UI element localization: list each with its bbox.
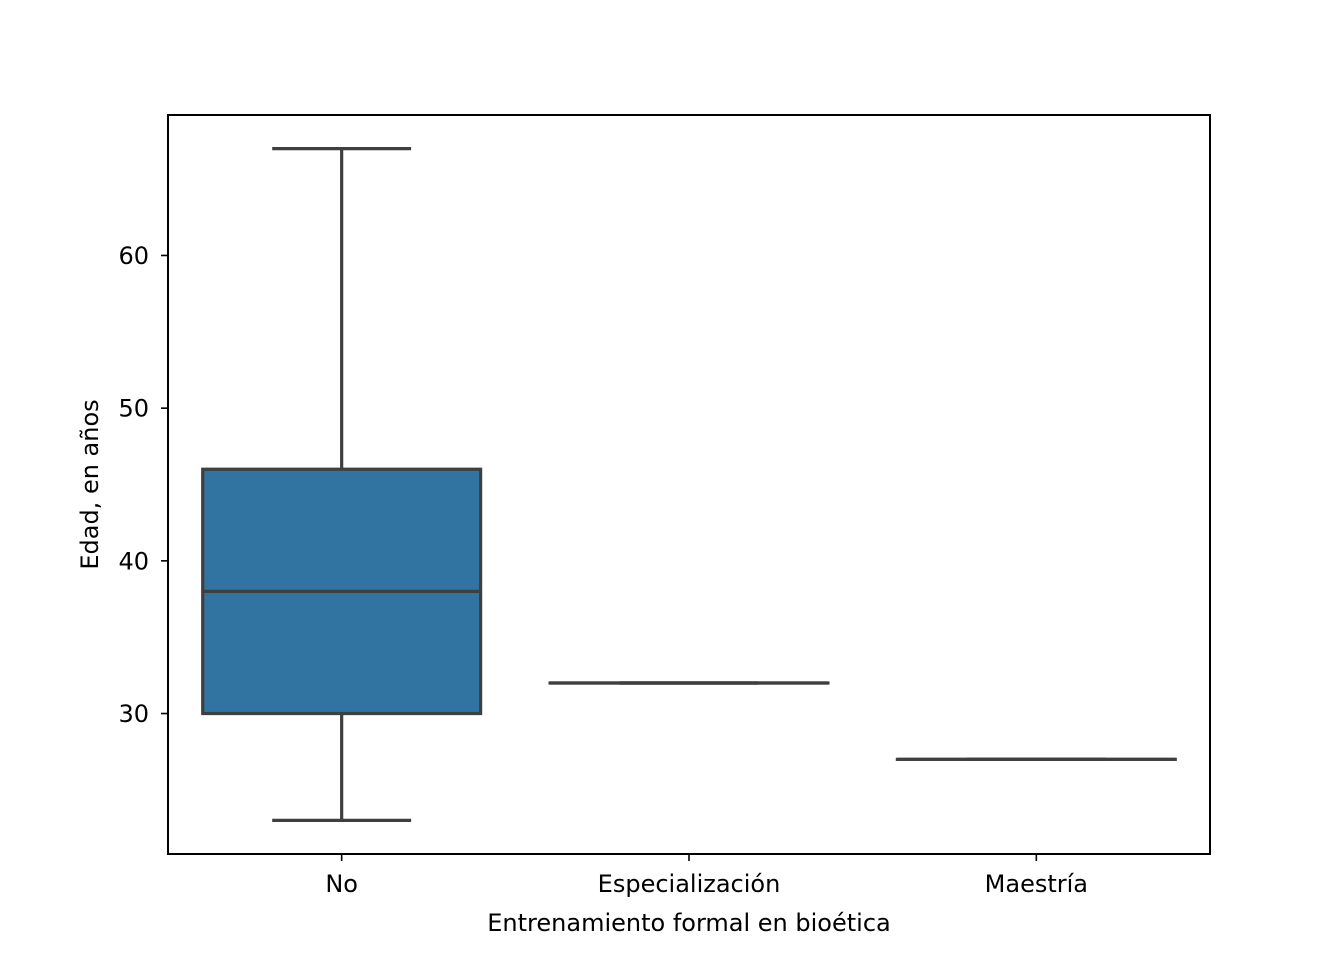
y-tick-label: 60 [118,242,149,270]
boxes-layer [201,146,1177,823]
x-tick-label: Maestría [985,870,1088,898]
y-axis-ticks: 30 40 50 60 [118,242,168,728]
y-tick-label: 50 [118,395,149,423]
box-group-0 [201,146,483,823]
x-tick-label: No [325,870,358,898]
x-axis-ticks: No Especialización Maestría [325,854,1088,898]
plot-area-frame [167,114,1211,855]
y-axis-label: Edad, en años [76,399,104,569]
x-axis-label: Entrenamiento formal en bioética [487,909,890,937]
x-tick-label: Especialización [598,870,781,898]
y-tick-label: 30 [118,700,149,728]
y-tick-label: 40 [118,547,149,575]
